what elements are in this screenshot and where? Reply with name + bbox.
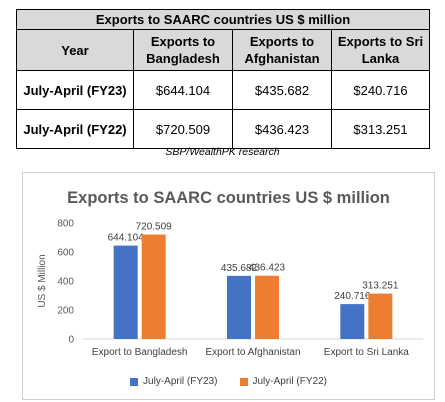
legend-item: July-April (FY23)	[130, 376, 218, 387]
legend-label: July-April (FY23)	[143, 376, 218, 387]
data-label: 644.104	[108, 233, 145, 244]
data-label: 720.509	[136, 222, 173, 233]
cell-bangladesh: $644.104	[133, 70, 233, 110]
legend-swatch-fy23	[130, 377, 139, 386]
y-tick-label: 800	[57, 219, 74, 230]
cell-afghanistan: $435.682	[232, 70, 332, 110]
header-year: Year	[16, 29, 134, 71]
data-label: 435.682	[221, 263, 258, 274]
data-label: 436.423	[249, 263, 286, 274]
exports-table: Exports to SAARC countries US $ million …	[15, 9, 431, 149]
bar-fy22	[255, 275, 279, 339]
x-tick-label: Export to Bangladesh	[92, 347, 188, 358]
x-tick-label: Export to Sri Lanka	[324, 347, 409, 358]
header-bangladesh: Exports to Bangladesh	[133, 29, 233, 71]
legend-item: July-April (FY22)	[239, 376, 327, 387]
bar-fy23	[113, 245, 138, 339]
legend-swatch-fy22	[239, 377, 248, 386]
bar-fy22	[368, 293, 393, 339]
x-tick-label: Export to Afghanistan	[205, 347, 300, 358]
cell-srilanka: $240.716	[330, 70, 431, 110]
table-title: Exports to SAARC countries US $ million	[15, 9, 431, 30]
chart-container: Exports to SAARC countries US $ million …	[22, 172, 435, 400]
y-tick-label: 200	[57, 306, 74, 317]
y-tick-label: 600	[57, 248, 74, 259]
table-row: July-April (FY22) $720.509 $436.423 $313…	[16, 109, 431, 149]
source-caption: SBP/WealthPK research	[165, 146, 280, 158]
header-srilanka: Exports to Sri Lanka	[330, 29, 431, 71]
header-afghanistan: Exports to Afghanistan	[232, 29, 332, 71]
bar-fy22	[141, 234, 166, 339]
cell-afghanistan: $436.423	[232, 109, 332, 149]
bar-fy23	[227, 275, 251, 339]
data-label: 240.716	[334, 291, 371, 302]
y-tick-label: 400	[57, 277, 74, 288]
cell-bangladesh: $720.509	[133, 109, 233, 149]
y-axis-label: US $ Million	[37, 254, 48, 307]
cell-srilanka: $313.251	[330, 109, 431, 149]
legend-label: July-April (FY22)	[252, 376, 327, 387]
bar-fy23	[340, 304, 365, 339]
chart-title: Exports to SAARC countries US $ million	[67, 189, 390, 207]
row-year: July-April (FY23)	[16, 70, 134, 110]
chart-legend: July-April (FY23) July-April (FY22)	[23, 376, 434, 387]
data-label: 313.251	[362, 281, 399, 292]
table-row: July-April (FY23) $644.104 $435.682 $240…	[16, 70, 431, 110]
row-year: July-April (FY22)	[16, 109, 134, 149]
y-tick-label: 0	[68, 335, 74, 346]
